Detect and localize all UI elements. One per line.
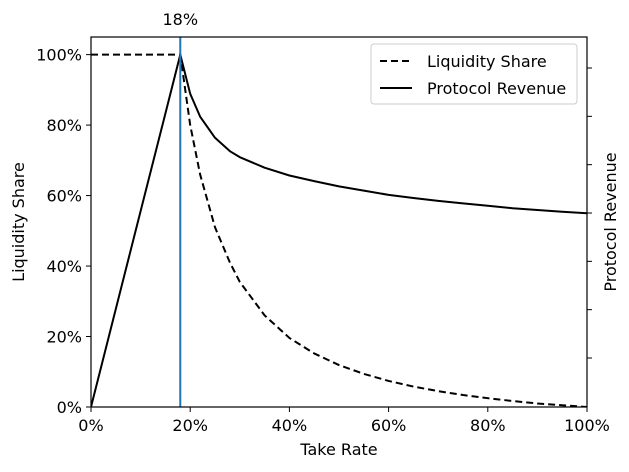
y-tick-label: 20% [46, 328, 82, 347]
plot-frame [90, 36, 588, 408]
y-tick-label: 100% [36, 46, 82, 65]
y-tick-label: 60% [46, 187, 82, 206]
y-tick-label: 40% [46, 257, 82, 276]
y-tick-label: 80% [46, 116, 82, 135]
plot-lines [91, 53, 587, 407]
y2-axis-label: Protocol Revenue [601, 152, 620, 291]
x-tick-label: 100% [564, 416, 610, 435]
x-tick-label: 0% [78, 416, 103, 435]
x-tick-label: 20% [172, 416, 208, 435]
legend-entry-label: Liquidity Share [427, 52, 547, 71]
y-axis-label: Liquidity Share [9, 162, 28, 282]
y-tick-label: 0% [57, 398, 82, 417]
legend-box [370, 43, 578, 105]
annotation-layer: 18% [162, 10, 198, 407]
x-tick-label: 80% [470, 416, 506, 435]
x-axis-label: Take Rate [299, 440, 377, 459]
legend-entry-label: Protocol Revenue [427, 79, 566, 98]
series-line-protocol-revenue [91, 53, 587, 407]
x-tick-label: 40% [272, 416, 308, 435]
legend: Liquidity Share Protocol Revenue [370, 43, 578, 105]
x-tick-label: 60% [371, 416, 407, 435]
axes-layer: 0% 20% 40% 60% 80% 100% 0% 20% 40% 60% 80% 100% Take… [9, 36, 620, 459]
annotation-label: 18% [162, 10, 198, 29]
series-line-liquidity-share [91, 53, 587, 407]
